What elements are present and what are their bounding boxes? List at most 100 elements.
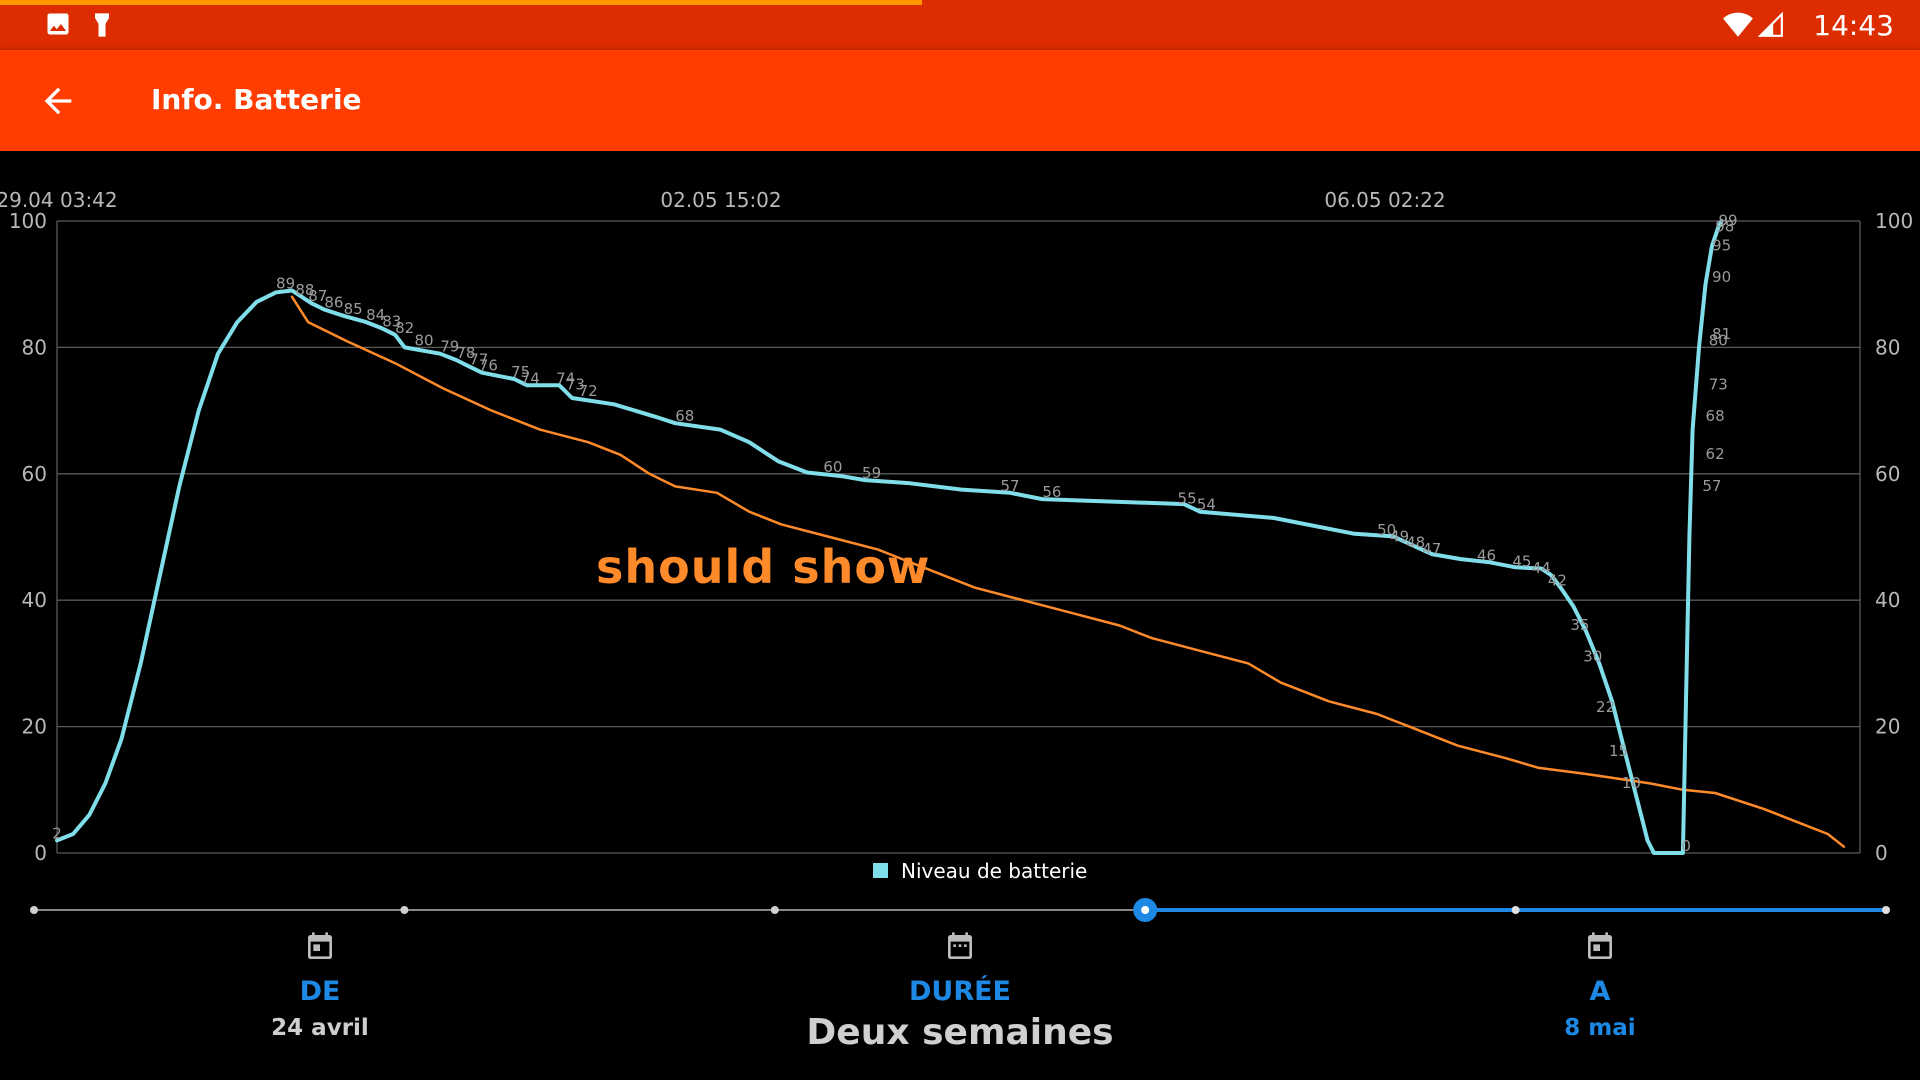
data-point-label: 89 — [276, 275, 295, 293]
expected-level-line — [290, 295, 1846, 848]
data-point-label: 49 — [1390, 527, 1409, 545]
x-axis-top: 29.04 03:42 02.05 15:02 06.05 02:22 — [0, 188, 1446, 212]
data-point-label: 80 — [414, 331, 433, 349]
data-point-label: 59 — [862, 464, 881, 482]
data-point-label: 42 — [1548, 572, 1567, 590]
data-point-label: 74 — [556, 369, 575, 387]
duration-selector[interactable]: DURÉE — [780, 930, 1140, 1007]
to-value: 8 mai — [1564, 1015, 1636, 1041]
slider-stop[interactable] — [1882, 906, 1890, 914]
data-point-label: 99 — [1718, 211, 1737, 229]
data-point-label: 86 — [324, 294, 343, 312]
from-value: 24 avril — [271, 1015, 369, 1041]
y-tick-label: 0 — [34, 841, 47, 865]
data-point-label: 56 — [1042, 483, 1061, 501]
data-point-label: 81 — [1712, 325, 1731, 343]
status-bar: 14:43 — [0, 0, 1920, 50]
calendar-icon — [948, 932, 972, 959]
data-point-label: 45 — [1512, 553, 1531, 571]
data-point-label: 2 — [52, 824, 62, 842]
data-point-label: 83 — [382, 312, 401, 330]
slider-stop[interactable] — [400, 906, 409, 914]
y-tick-label: 80 — [22, 335, 47, 359]
to-date-selector[interactable]: A 8 mai — [1420, 930, 1780, 1041]
data-point-label: 68 — [675, 407, 694, 425]
y-tick-label: 60 — [1875, 462, 1900, 486]
x-tick-label: 06.05 02:22 — [1324, 188, 1445, 212]
slider-stop[interactable] — [770, 906, 779, 914]
data-point-label: 0 — [1681, 837, 1691, 855]
data-point-label: 73 — [1709, 376, 1728, 394]
y-tick-label: 80 — [1875, 335, 1900, 359]
data-point-label: 48 — [1406, 534, 1425, 552]
duration-label: DURÉE — [908, 976, 1011, 1007]
arrow-back-icon[interactable] — [38, 81, 78, 121]
flashlight-icon — [95, 13, 109, 37]
back-button[interactable] — [28, 76, 90, 126]
data-point-label: 72 — [579, 382, 598, 400]
x-tick-label: 02.05 15:02 — [660, 188, 781, 212]
data-point-label: 15 — [1609, 742, 1628, 760]
legend-swatch — [873, 863, 888, 878]
data-point-label: 47 — [1422, 540, 1441, 558]
calendar-icon — [308, 932, 332, 959]
data-point-label: 77 — [469, 350, 488, 368]
y-axis-right: 0 20 40 60 80 100 — [1875, 209, 1913, 865]
from-date-selector[interactable]: DE 24 avril — [140, 930, 500, 1041]
y-tick-label: 60 — [22, 462, 47, 486]
data-point-label: 54 — [1197, 496, 1216, 514]
data-point-label: 84 — [366, 306, 385, 324]
data-point-label: 78 — [456, 344, 475, 362]
slider-thumb-center — [1141, 906, 1150, 914]
data-point-label: 90 — [1712, 268, 1731, 286]
data-point-label: 74 — [521, 369, 540, 387]
legend: Niveau de batterie — [873, 859, 1087, 883]
y-tick-label: 20 — [22, 715, 47, 739]
data-point-label: 82 — [395, 319, 414, 337]
app-bar: Info. Batterie — [0, 50, 1920, 151]
battery-level-line — [55, 219, 1724, 855]
wifi-icon — [1723, 12, 1753, 37]
calendar-icon — [1588, 932, 1612, 959]
data-point-label: 57 — [1000, 477, 1019, 495]
data-point-label: 55 — [1178, 489, 1197, 507]
slider-stop[interactable] — [1511, 906, 1520, 914]
data-point-label: 10 — [1622, 774, 1641, 792]
image-icon — [47, 13, 69, 35]
data-point-label: 60 — [823, 458, 842, 476]
data-point-label: 57 — [1702, 477, 1721, 495]
y-tick-label: 100 — [1875, 209, 1913, 233]
data-point-label: 95 — [1712, 237, 1731, 255]
data-point-label: 30 — [1583, 647, 1602, 665]
from-label: DE — [299, 976, 341, 1007]
x-tick-label: 29.04 03:42 — [0, 188, 118, 212]
data-point-label: 68 — [1706, 407, 1725, 425]
status-progress-strip — [0, 0, 922, 5]
data-point-label: 62 — [1706, 445, 1725, 463]
status-time: 14:43 — [1813, 9, 1894, 42]
chart-annotation: should show — [596, 540, 931, 594]
y-tick-label: 100 — [9, 209, 47, 233]
slider-stop[interactable] — [30, 906, 38, 914]
y-axis-left: 0 20 40 60 80 100 — [9, 209, 47, 865]
data-point-label: 87 — [308, 287, 327, 305]
data-point-label: 79 — [440, 338, 459, 356]
chart-grid — [56, 220, 1861, 854]
data-point-label: 98 — [1715, 218, 1734, 236]
duration-value[interactable]: Deux semaines — [806, 1012, 1114, 1053]
data-point-label: 73 — [566, 376, 585, 394]
y-tick-label: 40 — [1875, 588, 1900, 612]
data-point-label: 85 — [344, 300, 363, 318]
range-slider[interactable] — [0, 890, 1920, 930]
y-tick-label: 0 — [1875, 841, 1888, 865]
y-tick-label: 40 — [22, 588, 47, 612]
data-point-label: 75 — [511, 363, 530, 381]
signal-icon — [1758, 12, 1783, 37]
data-point-label: 44 — [1532, 559, 1551, 577]
data-point-label: 22 — [1596, 698, 1615, 716]
page-title: Info. Batterie — [151, 83, 362, 116]
data-point-label: 76 — [479, 357, 498, 375]
data-point-label: 35 — [1570, 616, 1589, 634]
